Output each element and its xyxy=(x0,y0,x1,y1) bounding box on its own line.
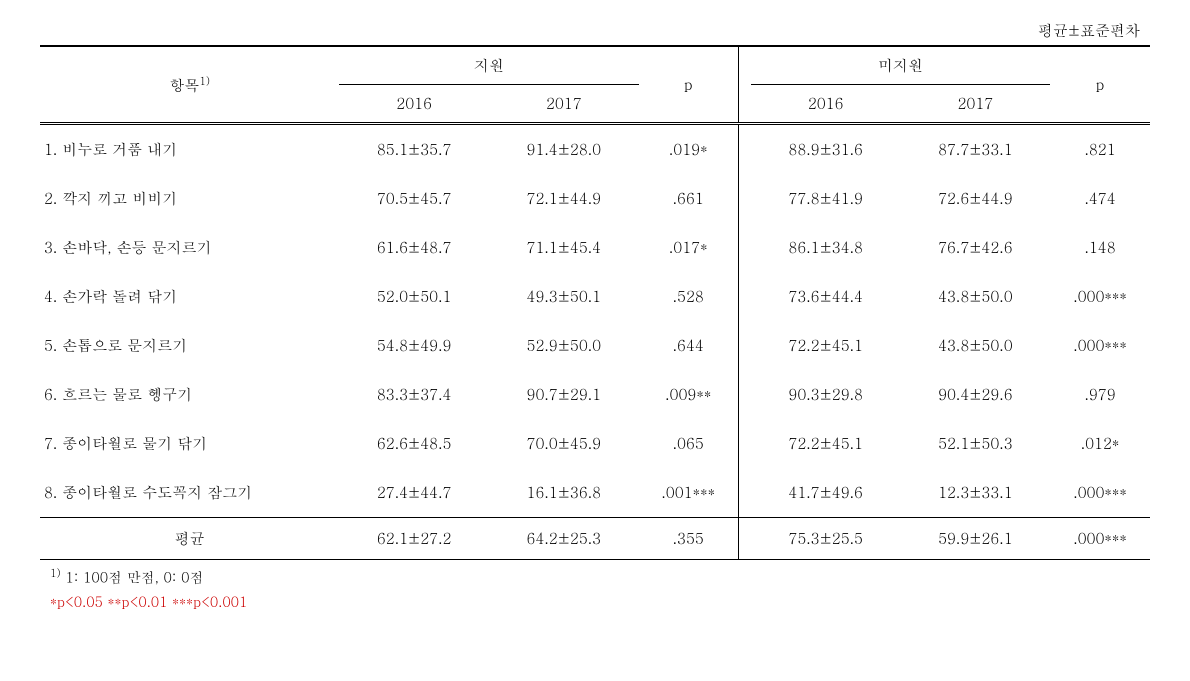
cell: 77.8±41.9 xyxy=(751,174,901,223)
header-g2-2017: 2017 xyxy=(901,85,1051,124)
cell-p: .000*** xyxy=(1050,518,1150,560)
header-group2: 미지원 xyxy=(751,46,1050,85)
table-row: 1. 비누로 거품 내기 85.1±35.7 91.4±28.0 .019* 8… xyxy=(40,124,1150,175)
cell: 73.6±44.4 xyxy=(751,272,901,321)
cell-p: .644 xyxy=(639,321,739,370)
cell: 90.7±29.1 xyxy=(489,370,639,419)
header-p1: p xyxy=(639,46,739,124)
cell: 83.3±37.4 xyxy=(339,370,489,419)
header-item-sup: 1) xyxy=(199,74,210,89)
cell-p: .148 xyxy=(1050,223,1150,272)
cell-p: .017* xyxy=(639,223,739,272)
cell-p: .000*** xyxy=(1050,272,1150,321)
table-body: 1. 비누로 거품 내기 85.1±35.7 91.4±28.0 .019* 8… xyxy=(40,124,1150,560)
cell-p: .065 xyxy=(639,419,739,468)
cell: 27.4±44.7 xyxy=(339,468,489,518)
table-row: 3. 손바닥, 손등 문지르기 61.6±48.7 71.1±45.4 .017… xyxy=(40,223,1150,272)
cell-p: .821 xyxy=(1050,124,1150,175)
cell-p: .009** xyxy=(639,370,739,419)
row-label: 4. 손가락 돌려 닦기 xyxy=(40,272,339,321)
cell-p: .474 xyxy=(1050,174,1150,223)
cell: 70.0±45.9 xyxy=(489,419,639,468)
cell: 85.1±35.7 xyxy=(339,124,489,175)
row-label: 7. 종이타월로 물기 닦기 xyxy=(40,419,339,468)
cell: 90.4±29.6 xyxy=(901,370,1051,419)
header-g1-2016: 2016 xyxy=(339,85,489,124)
stats-table: 항목1) 지원 p 미지원 p 2016 2017 2016 2017 1. 비… xyxy=(40,45,1150,560)
cell: 59.9±26.1 xyxy=(901,518,1051,560)
header-group1: 지원 xyxy=(339,46,638,85)
cell-p: .012* xyxy=(1050,419,1150,468)
cell: 72.2±45.1 xyxy=(751,419,901,468)
header-item: 항목1) xyxy=(40,46,339,124)
header-g1-2017: 2017 xyxy=(489,85,639,124)
cell-p: .979 xyxy=(1050,370,1150,419)
cell-p: .000*** xyxy=(1050,321,1150,370)
average-row: 평균 62.1±27.2 64.2±25.3 .355 75.3±25.5 59… xyxy=(40,518,1150,560)
cell-p: .528 xyxy=(639,272,739,321)
cell-p: .661 xyxy=(639,174,739,223)
cell-p: .000*** xyxy=(1050,468,1150,518)
cell: 62.6±48.5 xyxy=(339,419,489,468)
footnote: 1) 1: 100점 만점, 0: 0점 xyxy=(40,566,1150,587)
table-row: 7. 종이타월로 물기 닦기 62.6±48.5 70.0±45.9 .065 … xyxy=(40,419,1150,468)
cell: 90.3±29.8 xyxy=(751,370,901,419)
cell-p: .355 xyxy=(639,518,739,560)
row-label: 6. 흐르는 물로 헹구기 xyxy=(40,370,339,419)
cell: 87.7±33.1 xyxy=(901,124,1051,175)
cell-p: .019* xyxy=(639,124,739,175)
row-label: 5. 손톱으로 문지르기 xyxy=(40,321,339,370)
cell: 86.1±34.8 xyxy=(751,223,901,272)
cell: 72.6±44.9 xyxy=(901,174,1051,223)
row-label: 2. 깍지 끼고 비비기 xyxy=(40,174,339,223)
cell: 62.1±27.2 xyxy=(339,518,489,560)
cell: 16.1±36.8 xyxy=(489,468,639,518)
cell: 88.9±31.6 xyxy=(751,124,901,175)
table-row: 5. 손톱으로 문지르기 54.8±49.9 52.9±50.0 .644 72… xyxy=(40,321,1150,370)
table-row: 4. 손가락 돌려 닦기 52.0±50.1 49.3±50.1 .528 73… xyxy=(40,272,1150,321)
cell: 72.2±45.1 xyxy=(751,321,901,370)
cell: 91.4±28.0 xyxy=(489,124,639,175)
cell: 41.7±49.6 xyxy=(751,468,901,518)
row-label: 8. 종이타월로 수도꼭지 잠그기 xyxy=(40,468,339,518)
cell: 64.2±25.3 xyxy=(489,518,639,560)
cell: 52.1±50.3 xyxy=(901,419,1051,468)
cell: 43.8±50.0 xyxy=(901,272,1051,321)
cell: 12.3±33.1 xyxy=(901,468,1051,518)
cell: 61.6±48.7 xyxy=(339,223,489,272)
footnote-text: 1: 100점 만점, 0: 0점 xyxy=(61,567,204,587)
avg-label: 평균 xyxy=(40,518,339,560)
cell: 49.3±50.1 xyxy=(489,272,639,321)
cell: 72.1±44.9 xyxy=(489,174,639,223)
table-row: 2. 깍지 끼고 비비기 70.5±45.7 72.1±44.9 .661 77… xyxy=(40,174,1150,223)
cell: 43.8±50.0 xyxy=(901,321,1051,370)
header-p2: p xyxy=(1050,46,1150,124)
table-row: 6. 흐르는 물로 헹구기 83.3±37.4 90.7±29.1 .009**… xyxy=(40,370,1150,419)
cell: 54.8±49.9 xyxy=(339,321,489,370)
table-row: 8. 종이타월로 수도꼭지 잠그기 27.4±44.7 16.1±36.8 .0… xyxy=(40,468,1150,518)
row-label: 1. 비누로 거품 내기 xyxy=(40,124,339,175)
header-g2-2016: 2016 xyxy=(751,85,901,124)
row-label: 3. 손바닥, 손등 문지르기 xyxy=(40,223,339,272)
table-caption: 평균±표준편차 xyxy=(40,20,1150,41)
cell: 52.9±50.0 xyxy=(489,321,639,370)
footnote-sup: 1) xyxy=(50,566,61,581)
cell: 52.0±50.1 xyxy=(339,272,489,321)
cell: 75.3±25.5 xyxy=(751,518,901,560)
cell-p: .001*** xyxy=(639,468,739,518)
cell: 76.7±42.6 xyxy=(901,223,1051,272)
cell: 70.5±45.7 xyxy=(339,174,489,223)
cell: 71.1±45.4 xyxy=(489,223,639,272)
significance-note: *p<0.05 **p<0.01 ***p<0.001 xyxy=(40,591,1150,611)
header-item-label: 항목 xyxy=(169,75,199,96)
